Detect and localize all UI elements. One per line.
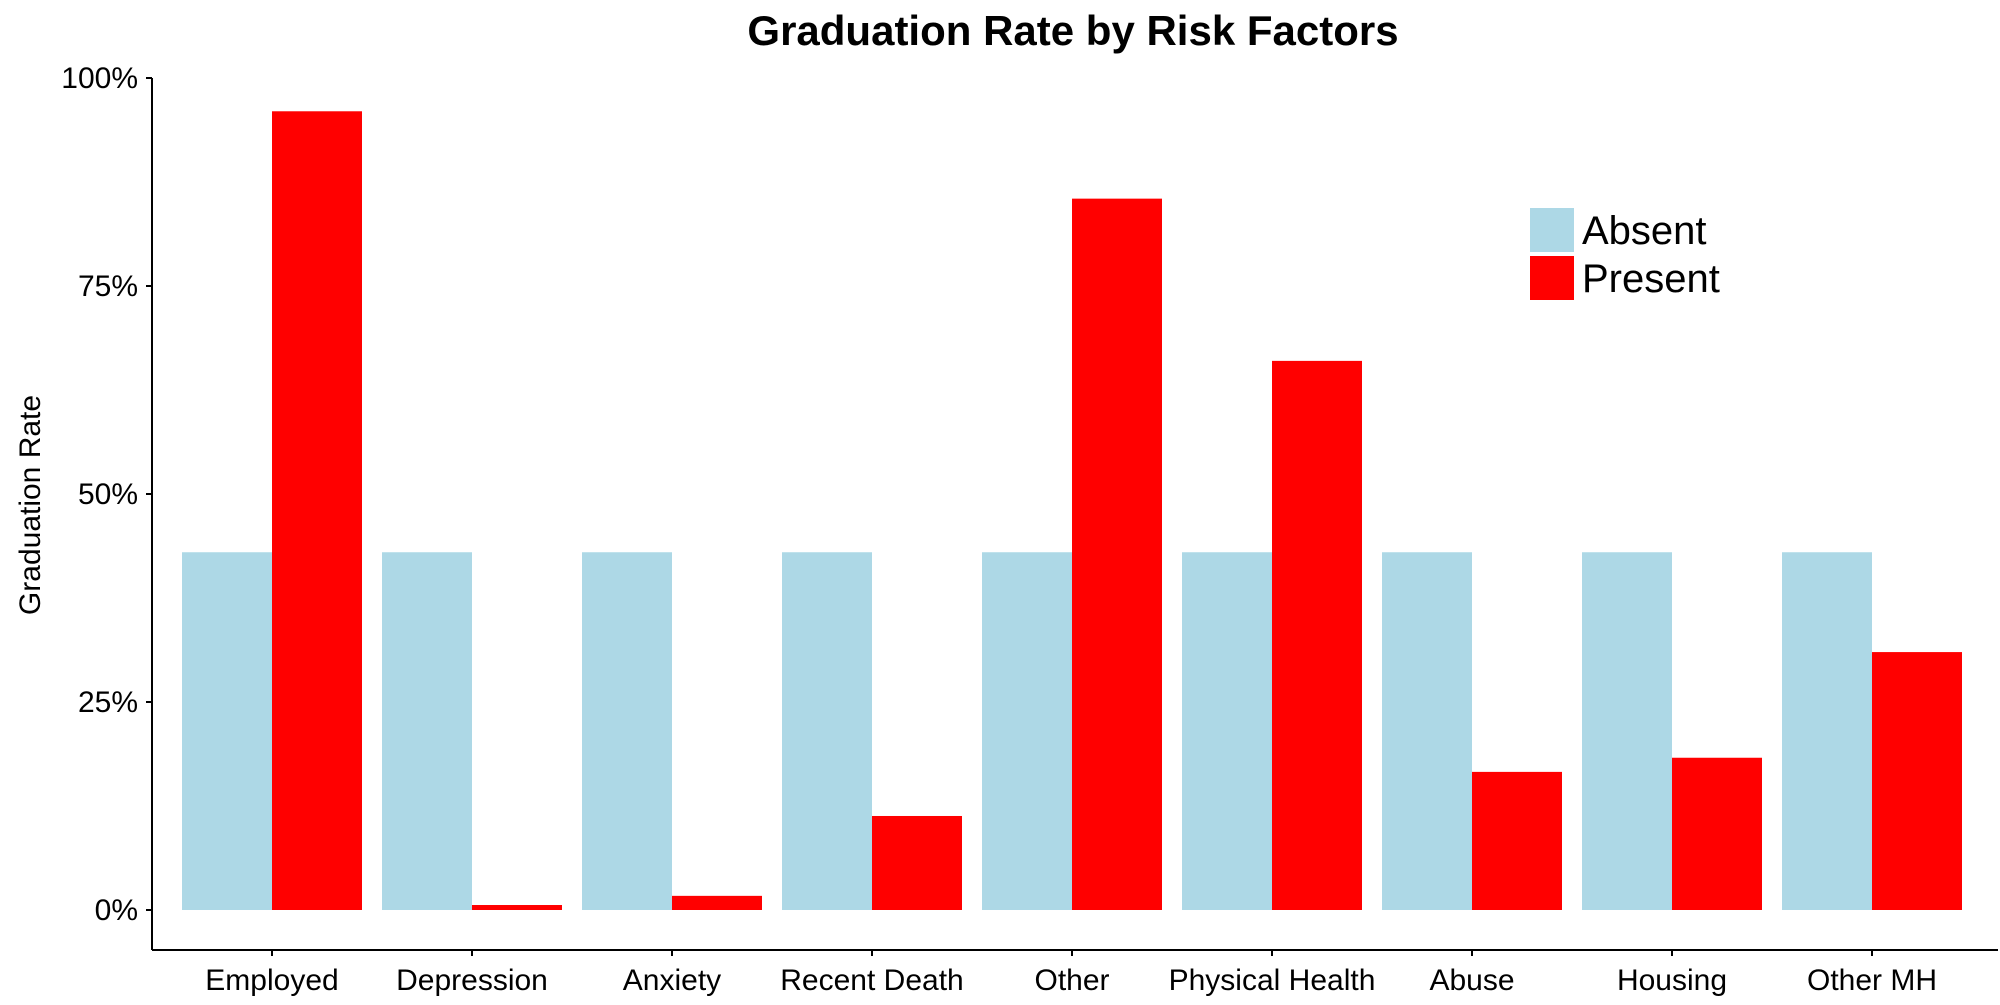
x-axis-ticks: Employed Depression Anxiety Recent Death Oth… xyxy=(205,950,1937,997)
bar-absent-anxiety xyxy=(582,552,672,910)
chart-title: Graduation Rate by Risk Factors xyxy=(747,7,1398,54)
bar-absent-abuse xyxy=(1382,552,1472,910)
x-tick-label: Depression xyxy=(396,964,548,997)
y-tick-label: 25% xyxy=(78,686,138,719)
y-tick-label: 50% xyxy=(78,478,138,511)
y-axis-ticks: 0% 25% 50% 75% 100% xyxy=(61,62,152,927)
x-tick-label: Physical Health xyxy=(1169,964,1376,997)
x-tick-label: Housing xyxy=(1617,964,1727,997)
bar-present-physical-health xyxy=(1272,360,1362,910)
bar-absent-other-mh xyxy=(1782,552,1872,910)
bar-present-employed xyxy=(272,111,362,910)
bar-absent-physical-health xyxy=(1182,552,1272,910)
y-tick-label: 0% xyxy=(95,894,138,927)
y-axis-label: Graduation Rate xyxy=(14,395,47,615)
x-tick-label: Anxiety xyxy=(623,964,721,997)
x-tick-label: Abuse xyxy=(1429,964,1514,997)
y-tick-label: 75% xyxy=(78,270,138,303)
x-tick-label: Other xyxy=(1034,964,1109,997)
legend-label-absent: Absent xyxy=(1582,209,1707,253)
x-tick-label: Employed xyxy=(205,964,338,997)
bar-present-anxiety xyxy=(672,895,762,910)
y-tick-label: 100% xyxy=(61,62,138,95)
bar-absent-housing xyxy=(1582,552,1672,910)
bar-absent-recent-death xyxy=(782,552,872,910)
bar-present-other xyxy=(1072,198,1162,910)
legend-label-present: Present xyxy=(1582,257,1720,301)
bar-absent-other xyxy=(982,552,1072,910)
bar-present-other-mh xyxy=(1872,652,1962,910)
bar-present-recent-death xyxy=(872,815,962,910)
bar-present-housing xyxy=(1672,757,1762,910)
bar-present-depression xyxy=(472,905,562,910)
x-tick-label: Recent Death xyxy=(780,964,963,997)
bar-absent-employed xyxy=(182,552,272,910)
legend-swatch-present xyxy=(1530,256,1574,300)
bar-absent-depression xyxy=(382,552,472,910)
x-tick-label: Other MH xyxy=(1807,964,1937,997)
bars-layer xyxy=(182,111,1962,910)
bar-present-abuse xyxy=(1472,771,1562,910)
legend-swatch-absent xyxy=(1530,208,1574,252)
